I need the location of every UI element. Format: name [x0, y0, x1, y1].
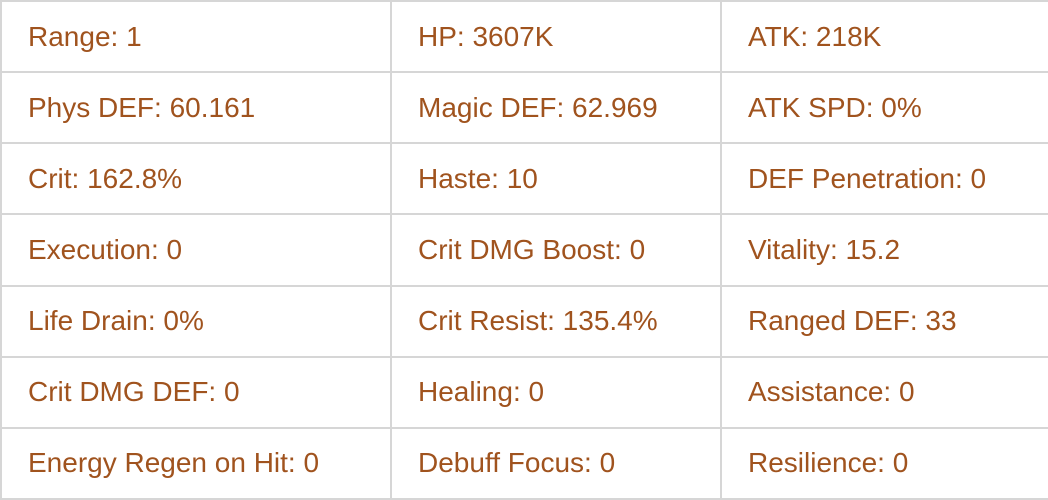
stats-row: Crit: 162.8% Haste: 10 DEF Penetration: 0	[0, 142, 1048, 216]
stat-cell: Ranged DEF: 33	[720, 284, 1048, 358]
stat-cell: Vitality: 15.2	[720, 213, 1048, 287]
stat-cell: ATK SPD: 0%	[720, 71, 1048, 145]
stat-cell: Execution: 0	[0, 213, 392, 287]
stats-row: Energy Regen on Hit: 0 Debuff Focus: 0 Res…	[0, 426, 1048, 500]
stat-cell: DEF Penetration: 0	[720, 142, 1048, 216]
stat-cell: Resilience: 0	[720, 426, 1048, 500]
stat-cell: Energy Regen on Hit: 0	[0, 426, 392, 500]
stat-cell: Phys DEF: 60.161	[0, 71, 392, 145]
stat-cell: Crit: 162.8%	[0, 142, 392, 216]
stat-cell: Crit DMG Boost: 0	[390, 213, 722, 287]
stats-row: Phys DEF: 60.161 Magic DEF: 62.969 ATK SPD…	[0, 71, 1048, 145]
stat-cell: Crit Resist: 135.4%	[390, 284, 722, 358]
stat-cell: Debuff Focus: 0	[390, 426, 722, 500]
stat-cell: Range: 1	[0, 0, 392, 74]
stat-cell: Magic DEF: 62.969	[390, 71, 722, 145]
stat-cell: ATK: 218K	[720, 0, 1048, 74]
stat-cell: Crit DMG DEF: 0	[0, 355, 392, 429]
stats-row: Crit DMG DEF: 0 Healing: 0 Assistance: 0	[0, 355, 1048, 429]
stats-row: Range: 1 HP: 3607K ATK: 218K	[0, 0, 1048, 74]
stat-cell: Assistance: 0	[720, 355, 1048, 429]
stat-cell: Life Drain: 0%	[0, 284, 392, 358]
stat-cell: HP: 3607K	[390, 0, 722, 74]
stats-row: Execution: 0 Crit DMG Boost: 0 Vitality: 1…	[0, 213, 1048, 287]
stat-cell: Haste: 10	[390, 142, 722, 216]
stats-row: Life Drain: 0% Crit Resist: 135.4% Ranged …	[0, 284, 1048, 358]
stat-cell: Healing: 0	[390, 355, 722, 429]
